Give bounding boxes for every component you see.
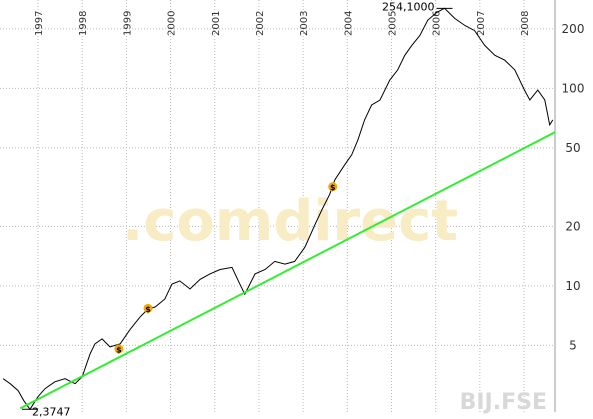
y-tick-label: 5: [569, 338, 577, 352]
x-tick-label: 1997: [34, 11, 45, 36]
price-line: [19, 131, 556, 410]
x-tick-label: 2004: [343, 11, 354, 36]
x-tick-label: 1998: [78, 11, 89, 36]
symbol: BIJ.FSE: [460, 390, 547, 415]
dividend-marker: [143, 303, 153, 313]
marker-label: $: [116, 345, 122, 354]
x-tick-label: 2008: [520, 11, 531, 36]
y-tick-label: 20: [565, 219, 580, 233]
dividend-marker: [328, 182, 338, 192]
x-tick-label: 1999: [122, 11, 133, 36]
y-tick-label: 10: [565, 279, 580, 293]
marker-label: $: [145, 305, 151, 314]
price-line: [2, 7, 554, 411]
watermark: .comdirect: [122, 189, 458, 254]
x-tick-label: 2000: [167, 11, 178, 36]
y-tick-label: 100: [562, 81, 585, 95]
x-tick-label: 2003: [299, 11, 310, 36]
y-tick-label: 200: [562, 22, 585, 36]
marker-label: $: [330, 183, 336, 192]
x-tick-label: 2005: [388, 11, 399, 36]
annotation: 254,1000: [382, 0, 435, 13]
y-tick-label: 50: [565, 141, 580, 155]
dividend-marker: [114, 344, 124, 354]
x-tick-label: 2006: [432, 11, 443, 36]
x-tick-label: 2002: [255, 11, 266, 36]
x-tick-label: 2007: [476, 11, 487, 36]
annotation: 2,3747: [32, 405, 71, 418]
x-tick-label: 2001: [211, 11, 222, 36]
